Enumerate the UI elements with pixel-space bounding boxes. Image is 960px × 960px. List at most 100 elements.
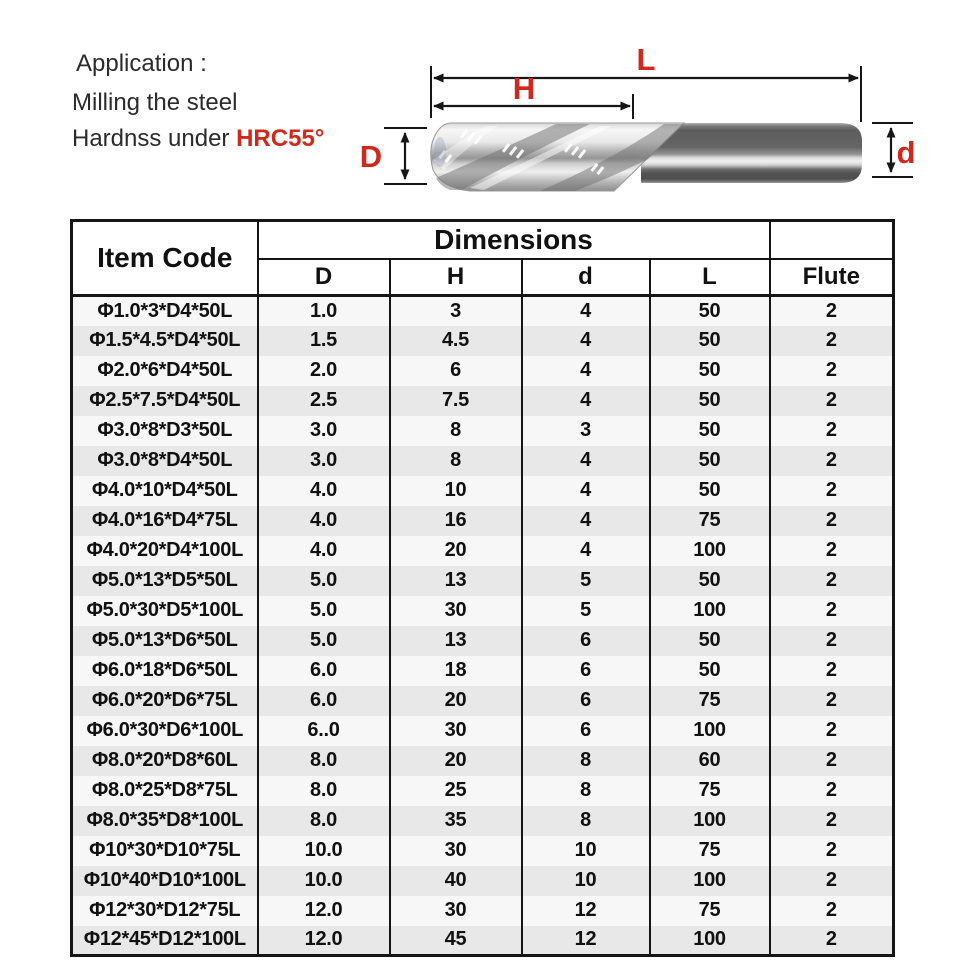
item-code-cell: Φ6.0*18*D6*50L	[70, 655, 259, 686]
dimension-cell: 2	[768, 865, 895, 896]
item-code-cell: Φ2.0*6*D4*50L	[70, 355, 259, 386]
dimension-cell: 10	[388, 475, 523, 506]
header-dimensions: Dimensions	[256, 220, 771, 260]
dimension-cell: 2	[768, 535, 895, 566]
table-row: Φ8.0*20*D8*60L 8.0 20 8 60 2	[70, 745, 895, 776]
dimension-cell: 12	[520, 895, 651, 926]
item-code-cell: Φ3.0*8*D3*50L	[70, 415, 259, 446]
dimension-cell: 50	[648, 565, 771, 596]
table-row: Φ8.0*35*D8*100L 8.0 35 8 100 2	[70, 805, 895, 836]
table-row: Φ10*30*D10*75L 10.0 30 10 75 2	[70, 835, 895, 866]
table-row: Φ8.0*25*D8*75L 8.0 25 8 75 2	[70, 775, 895, 806]
label-flute-length-H: H	[513, 71, 535, 106]
dimension-cell: 50	[648, 655, 771, 686]
dimension-cell: 6.0	[256, 655, 391, 686]
dimension-cell: 4	[520, 445, 651, 476]
item-code-cell: Φ5.0*13*D5*50L	[70, 565, 259, 596]
dimension-cell: 5.0	[256, 595, 391, 626]
dimension-cell: 20	[388, 745, 523, 776]
table-row: Φ5.0*30*D5*100L 5.0 30 5 100 2	[70, 595, 895, 626]
dimension-cell: 4.5	[388, 325, 523, 356]
dimension-cell: 8.0	[256, 775, 391, 806]
table-row: Φ6.0*30*D6*100L 6..0 30 6 100 2	[70, 715, 895, 746]
table-row: Φ5.0*13*D5*50L 5.0 13 5 50 2	[70, 565, 895, 596]
dimension-cell: 1.5	[256, 325, 391, 356]
dimension-cell: 75	[648, 505, 771, 536]
item-code-cell: Φ8.0*25*D8*75L	[70, 775, 259, 806]
application-line2: Hardnss under HRC55°	[72, 121, 324, 157]
dimension-cell: 8	[520, 775, 651, 806]
dimension-cell: 25	[388, 775, 523, 806]
header-col-H: H	[388, 258, 523, 297]
dimension-cell: 75	[648, 685, 771, 716]
dimension-cell: 3.0	[256, 445, 391, 476]
dimension-cell: 30	[388, 895, 523, 926]
dimension-cell: 12.0	[256, 925, 391, 956]
header-flute-spacer	[768, 220, 895, 260]
dimension-cell: 2	[768, 475, 895, 506]
dimension-cell: 100	[648, 715, 771, 746]
dimension-cell: 50	[648, 475, 771, 506]
dimension-cell: 5.0	[256, 565, 391, 596]
dimension-cell: 7.5	[388, 385, 523, 416]
dimension-cell: 12.0	[256, 895, 391, 926]
dimension-cell: 20	[388, 685, 523, 716]
dimension-cell: 2	[768, 625, 895, 656]
dimension-cell: 75	[648, 835, 771, 866]
dimension-cell: 35	[388, 805, 523, 836]
dimension-cell: 2	[768, 565, 895, 596]
table-row: Φ10*40*D10*100L 10.0 40 10 100 2	[70, 865, 895, 896]
dimension-cell: 3	[388, 295, 523, 326]
dimension-cell: 13	[388, 565, 523, 596]
dimension-cell: 4	[520, 505, 651, 536]
dimension-cell: 2	[768, 715, 895, 746]
dimension-cell: 30	[388, 595, 523, 626]
label-overall-length-L: L	[637, 42, 656, 77]
dimension-cell: 10.0	[256, 865, 391, 896]
dimension-cell: 2.5	[256, 385, 391, 416]
label-cutting-diameter-D: D	[360, 139, 382, 174]
dimension-cell: 4	[520, 385, 651, 416]
dimension-cell: 18	[388, 655, 523, 686]
application-title: Application :	[76, 50, 207, 77]
dimension-cell: 8	[388, 415, 523, 446]
dimension-cell: 4.0	[256, 535, 391, 566]
dimension-cell: 3.0	[256, 415, 391, 446]
dimension-cell: 100	[648, 595, 771, 626]
dimension-cell: 6.0	[256, 685, 391, 716]
dimension-cell: 30	[388, 715, 523, 746]
dimension-cell: 2	[768, 805, 895, 836]
dimension-cell: 8	[520, 745, 651, 776]
header-col-d: d	[520, 258, 651, 297]
dimension-cell: 100	[648, 805, 771, 836]
item-code-cell: Φ8.0*35*D8*100L	[70, 805, 259, 836]
table-row: Φ12*30*D12*75L 12.0 30 12 75 2	[70, 895, 895, 926]
dimension-cell: 4.0	[256, 475, 391, 506]
dimension-cell: 2	[768, 925, 895, 956]
dimension-cell: 8.0	[256, 805, 391, 836]
application-line1: Milling the steel	[72, 89, 238, 116]
dimension-cell: 50	[648, 625, 771, 656]
table-row: Φ12*45*D12*100L 12.0 45 12 100 2	[70, 925, 895, 956]
dimension-cell: 6	[388, 355, 523, 386]
dimension-annotations	[384, 66, 913, 185]
item-code-cell: Φ10*40*D10*100L	[70, 865, 259, 896]
item-code-cell: Φ4.0*20*D4*100L	[70, 535, 259, 566]
dimension-cell: 2	[768, 685, 895, 716]
dimension-cell: 2	[768, 745, 895, 776]
header-col-D: D	[256, 258, 391, 297]
table-row: Φ2.5*7.5*D4*50L 2.5 7.5 4 50 2	[70, 385, 895, 416]
dimension-cell: 50	[648, 325, 771, 356]
dimension-cell: 2	[768, 895, 895, 926]
dimension-cell: 4.0	[256, 505, 391, 536]
dimension-cell: 16	[388, 505, 523, 536]
dimension-cell: 50	[648, 415, 771, 446]
dimension-cell: 4	[520, 325, 651, 356]
dimension-cell: 6	[520, 655, 651, 686]
table-row: Φ3.0*8*D4*50L 3.0 8 4 50 2	[70, 445, 895, 476]
item-code-cell: Φ12*30*D12*75L	[70, 895, 259, 926]
dimension-cell: 8	[388, 445, 523, 476]
table-row: Φ4.0*10*D4*50L 4.0 10 4 50 2	[70, 475, 895, 506]
table-row: Φ4.0*16*D4*75L 4.0 16 4 75 2	[70, 505, 895, 536]
